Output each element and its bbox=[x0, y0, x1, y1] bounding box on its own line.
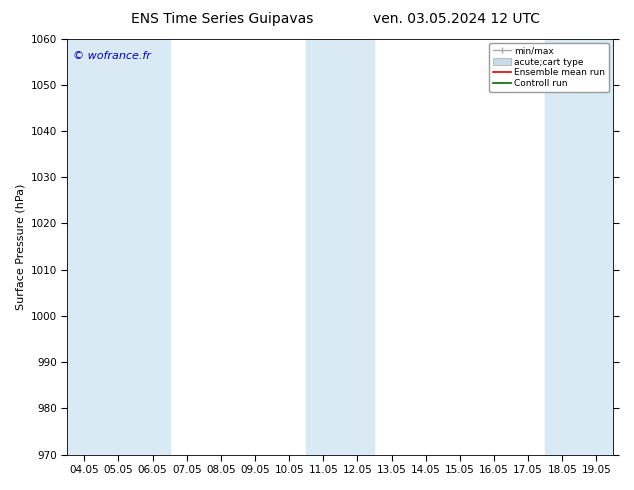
Bar bbox=[101, 39, 170, 455]
Text: © wofrance.fr: © wofrance.fr bbox=[73, 51, 150, 61]
Legend: min/max, acute;cart type, Ensemble mean run, Controll run: min/max, acute;cart type, Ensemble mean … bbox=[489, 43, 609, 92]
Y-axis label: Surface Pressure (hPa): Surface Pressure (hPa) bbox=[15, 183, 25, 310]
Bar bbox=[545, 39, 614, 455]
Text: ENS Time Series Guipavas: ENS Time Series Guipavas bbox=[131, 12, 313, 26]
Bar bbox=[306, 39, 375, 455]
Text: ven. 03.05.2024 12 UTC: ven. 03.05.2024 12 UTC bbox=[373, 12, 540, 26]
Bar bbox=[67, 39, 101, 455]
